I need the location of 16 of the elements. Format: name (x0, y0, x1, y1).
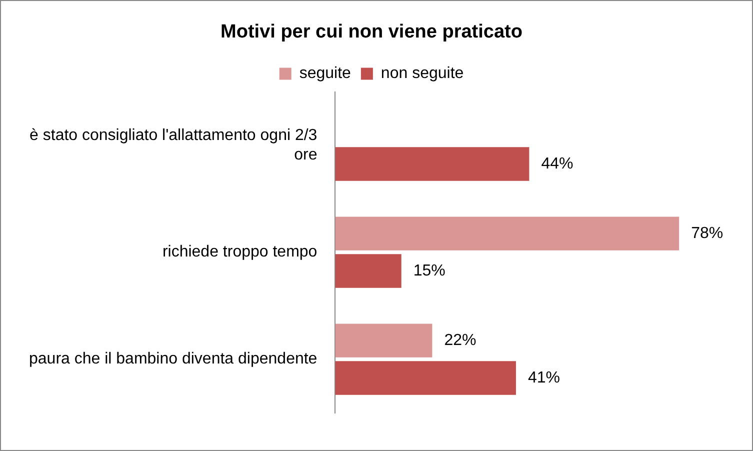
data-label: 22% (444, 332, 476, 349)
data-label: 15% (413, 262, 446, 280)
legend-label: seguite (299, 65, 352, 82)
data-label: 78% (691, 224, 724, 242)
legend-label: non seguite (380, 65, 464, 82)
chart-title: Motivi per cui non viene praticato (220, 22, 522, 43)
bar (335, 361, 516, 395)
bar (335, 254, 402, 288)
data-label: 41% (528, 369, 560, 386)
bar (335, 324, 432, 358)
bar (335, 147, 530, 181)
bar (335, 216, 680, 250)
y-tick-label: richiede troppo tempo (162, 244, 318, 261)
y-tick-label: paura che il bambino diventa dipendente (28, 350, 318, 368)
y-tick-label: è stato consigliato l'allattamento ogni 2/3 ore (30, 127, 318, 164)
data-label: 44% (541, 155, 574, 172)
